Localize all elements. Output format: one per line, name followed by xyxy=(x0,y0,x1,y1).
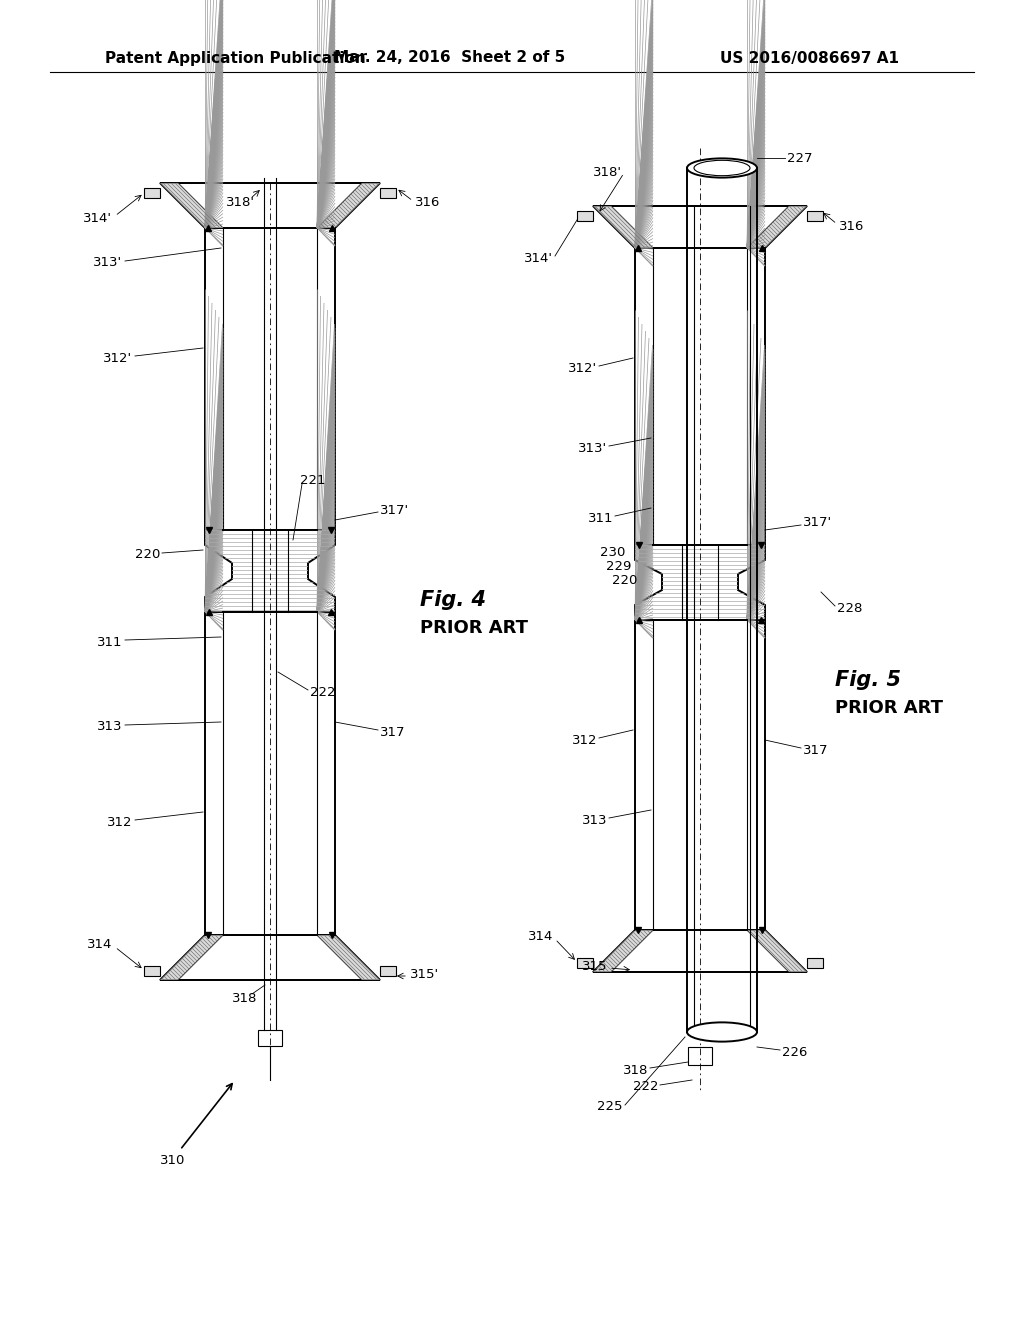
Text: 314: 314 xyxy=(87,939,112,952)
Text: 222: 222 xyxy=(310,685,336,698)
Text: 313: 313 xyxy=(96,721,122,734)
Polygon shape xyxy=(317,183,380,228)
Text: 229: 229 xyxy=(605,561,631,573)
Text: 317: 317 xyxy=(380,726,406,738)
Text: 225: 225 xyxy=(597,1101,623,1114)
Text: 228: 228 xyxy=(837,602,862,615)
Text: 313': 313' xyxy=(578,441,607,454)
Ellipse shape xyxy=(687,158,757,178)
Text: 316: 316 xyxy=(839,219,864,232)
Text: 312': 312' xyxy=(102,351,132,364)
Text: 314': 314' xyxy=(524,252,553,264)
Polygon shape xyxy=(160,183,223,228)
Text: 317': 317' xyxy=(380,503,410,516)
Text: 230: 230 xyxy=(600,546,625,560)
Bar xyxy=(380,187,396,198)
Text: 313': 313' xyxy=(93,256,122,269)
Text: 226: 226 xyxy=(782,1045,807,1059)
Text: 315: 315 xyxy=(582,961,607,974)
Text: 318': 318' xyxy=(593,166,622,180)
Text: 315': 315' xyxy=(410,969,439,982)
Text: 314: 314 xyxy=(527,931,553,944)
Bar xyxy=(807,211,823,220)
Text: US 2016/0086697 A1: US 2016/0086697 A1 xyxy=(720,50,899,66)
Polygon shape xyxy=(593,206,653,248)
Bar xyxy=(258,1030,282,1045)
Text: 221: 221 xyxy=(300,474,326,487)
Text: 317': 317' xyxy=(803,516,833,529)
Text: 314': 314' xyxy=(83,211,112,224)
Bar xyxy=(380,966,396,975)
Text: Fig. 4: Fig. 4 xyxy=(420,590,486,610)
Text: 220: 220 xyxy=(611,574,637,587)
Bar xyxy=(144,187,160,198)
Bar xyxy=(577,958,593,968)
Text: 220: 220 xyxy=(134,549,160,561)
Bar xyxy=(144,966,160,975)
Text: Fig. 5: Fig. 5 xyxy=(835,671,901,690)
Bar xyxy=(688,1047,712,1065)
Polygon shape xyxy=(746,206,807,248)
Text: Patent Application Publication: Patent Application Publication xyxy=(105,50,366,66)
Text: 311: 311 xyxy=(588,511,613,524)
Text: 312: 312 xyxy=(106,816,132,829)
Text: 312: 312 xyxy=(571,734,597,747)
Text: 317: 317 xyxy=(803,743,828,756)
Text: PRIOR ART: PRIOR ART xyxy=(835,700,943,717)
Text: 311: 311 xyxy=(96,635,122,648)
Text: PRIOR ART: PRIOR ART xyxy=(420,619,528,638)
Text: 313: 313 xyxy=(582,813,607,826)
Polygon shape xyxy=(160,935,223,979)
Polygon shape xyxy=(746,931,807,972)
Polygon shape xyxy=(317,935,380,979)
Text: 312': 312' xyxy=(568,362,597,375)
Text: 318: 318 xyxy=(232,991,258,1005)
Bar xyxy=(577,211,593,220)
Text: Mar. 24, 2016  Sheet 2 of 5: Mar. 24, 2016 Sheet 2 of 5 xyxy=(335,50,565,66)
Bar xyxy=(807,958,823,968)
Text: 318': 318' xyxy=(225,197,255,210)
Ellipse shape xyxy=(687,1023,757,1041)
Text: 316: 316 xyxy=(415,197,440,210)
Polygon shape xyxy=(593,931,653,972)
Text: 318: 318 xyxy=(623,1064,648,1077)
Text: 222: 222 xyxy=(633,1081,658,1093)
Text: 310: 310 xyxy=(161,1154,185,1167)
Text: 227: 227 xyxy=(787,152,812,165)
